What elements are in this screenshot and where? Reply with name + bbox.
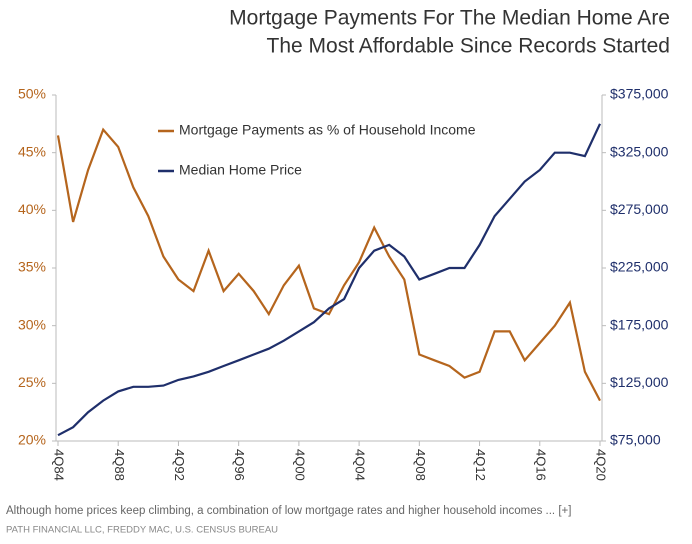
y-tick-label: 45% — [18, 143, 46, 159]
series-line — [56, 127, 601, 402]
x-tick-label: 4Q12 — [473, 449, 488, 481]
y-tick-label: 40% — [18, 201, 46, 217]
chart-title: Mortgage Payments For The Median Home Ar… — [229, 7, 670, 30]
y-tick-label: 25% — [18, 374, 46, 390]
y2-tick-label: $125,000 — [610, 374, 669, 390]
y2-tick-label: $325,000 — [610, 143, 669, 159]
y-tick-label: 35% — [18, 259, 46, 275]
caption: Although home prices keep climbing, a co… — [6, 505, 571, 517]
source: PATH FINANCIAL LLC, FREDDY MAC, U.S. CEN… — [6, 525, 278, 536]
legend-label: Mortgage Payments as % of Household Inco… — [179, 122, 476, 138]
y2-tick-label: $225,000 — [610, 259, 669, 275]
x-tick-label: 4Q92 — [172, 449, 187, 481]
x-tick-label: 4Q08 — [413, 449, 428, 481]
y-tick-label: 30% — [18, 316, 46, 332]
y2-tick-label: $75,000 — [610, 432, 661, 448]
x-tick-label: 4Q84 — [52, 449, 67, 481]
y2-tick-label: $275,000 — [610, 201, 669, 217]
x-tick-label: 4Q04 — [353, 449, 368, 481]
x-tick-label: 4Q16 — [533, 449, 548, 481]
x-tick-label: 4Q20 — [594, 449, 609, 481]
x-tick-label: 4Q88 — [112, 449, 127, 481]
x-tick-label: 4Q96 — [232, 449, 247, 481]
series-line — [57, 123, 601, 437]
y-tick-label: 50% — [18, 86, 46, 102]
legend-label: Median Home Price — [179, 162, 302, 178]
y2-tick-label: $175,000 — [610, 316, 669, 332]
y2-tick-label: $375,000 — [610, 86, 669, 102]
y-tick-label: 20% — [18, 432, 46, 448]
x-tick-label: 4Q00 — [292, 449, 307, 481]
chart-subtitle: The Most Affordable Since Records Starte… — [267, 35, 671, 58]
